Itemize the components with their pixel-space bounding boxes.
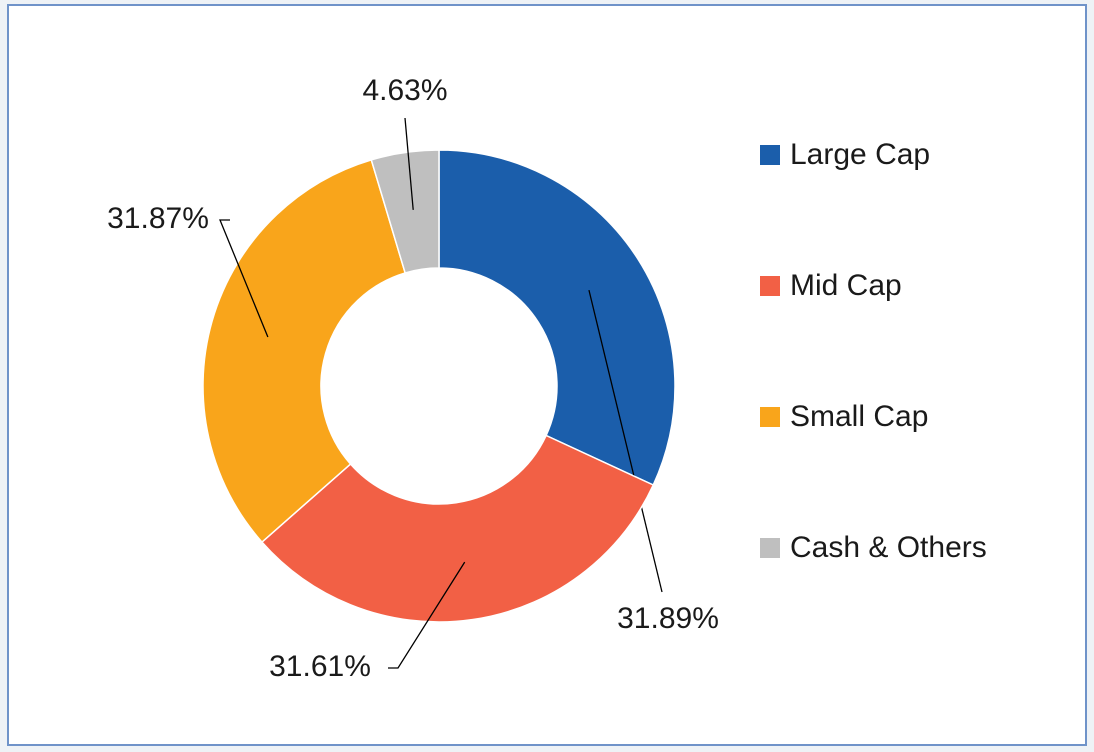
legend-label: Mid Cap	[790, 269, 902, 302]
data-label: 31.61%	[269, 650, 371, 683]
leader-line	[404, 117, 414, 210]
legend-label: Cash & Others	[790, 531, 987, 564]
leader-line	[588, 289, 663, 593]
legend-swatch	[760, 276, 780, 296]
data-label: 31.89%	[617, 602, 719, 635]
leader-line	[388, 561, 466, 669]
legend-swatch	[760, 538, 780, 558]
donut-slice	[260, 434, 655, 623]
donut-slice	[370, 149, 440, 274]
donut-slice	[202, 158, 407, 544]
leader-line	[219, 219, 269, 338]
chart-frame	[7, 4, 1087, 746]
legend-label: Large Cap	[790, 138, 930, 171]
data-label: 4.63%	[362, 74, 447, 107]
legend-swatch	[760, 145, 780, 165]
legend-label: Small Cap	[790, 400, 928, 433]
legend-swatch	[760, 407, 780, 427]
data-label: 31.87%	[107, 202, 209, 235]
